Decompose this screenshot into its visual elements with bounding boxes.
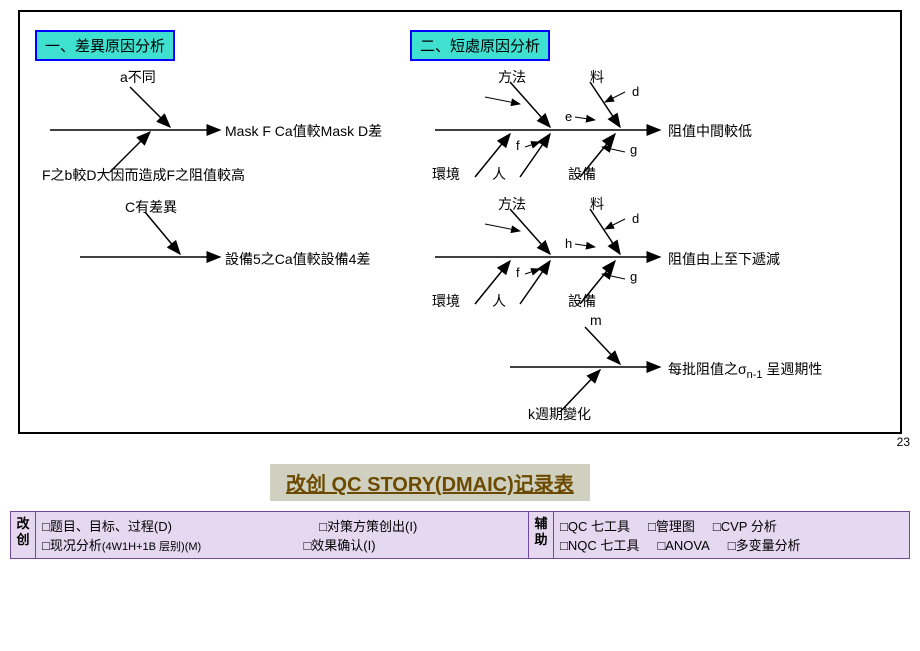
f1-e: e [565,109,572,124]
f1-tl: 方法 [498,67,526,87]
d1-result: Mask F Ca值較Mask D差 [225,121,382,141]
d2-top: C有差異 [125,197,177,217]
f1-bm: 人 [492,164,506,184]
f2-br: 設備 [568,291,596,311]
f2-f: f [516,265,520,280]
d1-top: a不同 [120,67,156,87]
f1-d: d [632,84,639,99]
bottom-table: 改创 □题目、目标、过程(D) □对策方策创出(I) □现况分析(4W1H+1B… [10,511,910,559]
f1-result: 阻值中間較低 [668,121,752,141]
f2-d: d [632,211,639,226]
f2-result: 阻值由上至下遞減 [668,249,780,269]
f3-result: 每批阻值之σn-1 呈週期性 [668,359,822,381]
page-number: 23 [897,435,910,449]
main-heading: 改创 QC STORY(DMAIC)记录表 [270,464,590,501]
f2-bl: 環境 [432,291,460,311]
f1-g: g [630,142,637,157]
f1-tr: 料 [590,67,604,87]
right-cell: □QC 七工具□管理图□CVP 分析 □NQC 七工具□ANOVA□多变量分析 [554,512,910,559]
f1-bl: 環境 [432,164,460,184]
diagram-container: 一、差異原因分析 二、短處原因分析 [18,10,902,434]
f2-bm: 人 [492,291,506,311]
d1-bottom: F之b較D大因而造成F之阻值較高 [42,165,245,185]
f3-bottom: k週期變化 [528,404,591,424]
f3-top: m [590,312,602,328]
d2-result: 設備5之Ca值較設備4差 [225,249,370,269]
f2-tr: 料 [590,194,604,214]
f2-tl: 方法 [498,194,526,214]
right-header: 辅助 [529,512,554,559]
page-wrapper: 一、差異原因分析 二、短處原因分析 [10,10,910,559]
f2-h: h [565,236,572,251]
f1-br: 設備 [568,164,596,184]
mid-cell: □题目、目标、过程(D) □对策方策创出(I) □现况分析(4W1H+1B 层别… [36,512,529,559]
left-header: 改创 [11,512,36,559]
f1-f: f [516,138,520,153]
f2-g: g [630,269,637,284]
